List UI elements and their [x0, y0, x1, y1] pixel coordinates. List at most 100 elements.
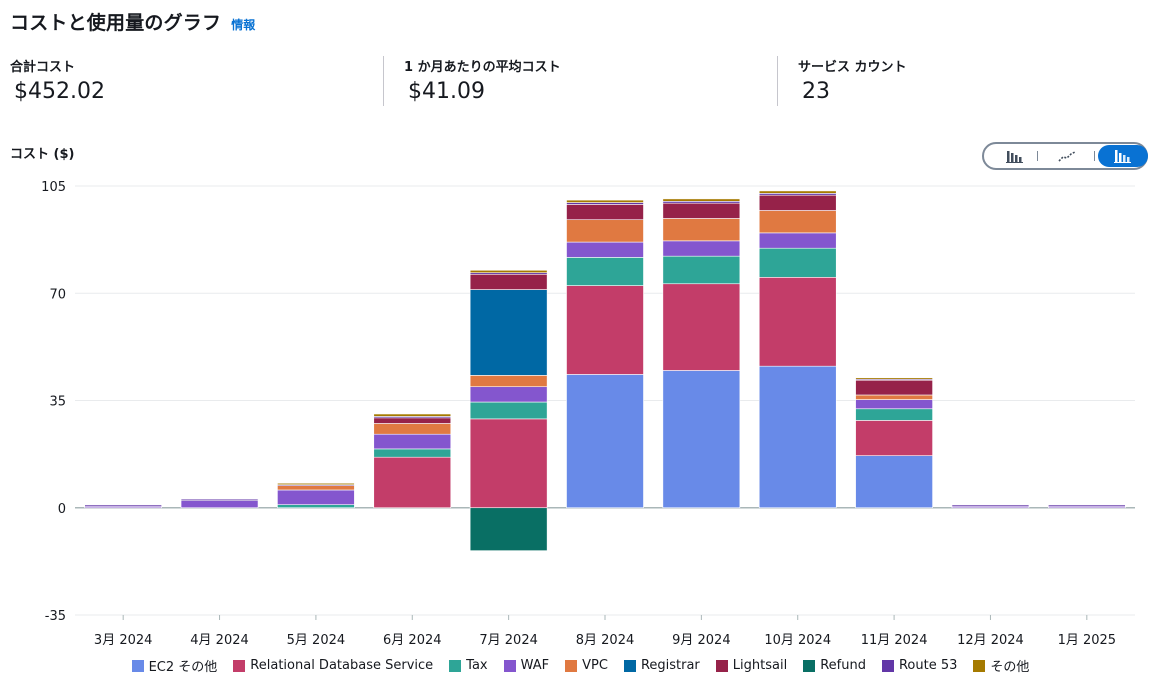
bar-segment — [855, 394, 933, 400]
legend-item[interactable]: Lightsail — [715, 656, 787, 675]
bar-segment — [855, 377, 933, 380]
bar-segment — [373, 413, 452, 417]
metric-total-cost: 合計コスト $452.02 — [10, 56, 105, 106]
metric-label: 合計コスト — [10, 60, 76, 75]
metric-divider — [383, 56, 384, 106]
bar-segment — [84, 504, 162, 507]
bar-segment — [469, 507, 548, 551]
bar-segment — [469, 273, 548, 290]
legend-item[interactable]: Route 53 — [881, 656, 958, 675]
stacked-cost-chart: -35 0 35 70 105 3月 2024 4月 2024 5月 2024 6月 2024 7… — [41, 180, 1135, 648]
legend-label: Refund — [820, 658, 866, 673]
bar-segment — [180, 498, 259, 501]
bar-segment — [373, 417, 452, 424]
y-tick-label: 35 — [49, 395, 66, 410]
bar-segment — [566, 257, 644, 286]
toggle-separator — [1037, 151, 1038, 161]
y-tick-label: -35 — [45, 609, 66, 624]
bar-chart-icon — [1006, 151, 1023, 163]
legend-swatch — [973, 659, 986, 672]
line-chart-button[interactable] — [1042, 145, 1092, 167]
legend-item[interactable]: Tax — [449, 656, 488, 675]
legend-swatch — [715, 659, 728, 672]
bar-segment — [469, 418, 548, 509]
y-tick-label: 105 — [41, 180, 66, 195]
metric-service-count: サービス カウント 23 — [798, 56, 907, 106]
legend-item[interactable]: Relational Database Service — [233, 656, 433, 675]
legend-label: WAF — [520, 658, 550, 673]
legend-label: その他 — [990, 660, 1030, 675]
bar-segment — [758, 247, 837, 278]
bar-segment — [277, 489, 355, 505]
x-tick-label: 9月 2024 — [672, 633, 731, 648]
x-tick-label: 8月 2024 — [576, 633, 635, 648]
legend-label: VPC — [582, 658, 608, 673]
legend-item[interactable]: その他 — [973, 656, 1029, 675]
bar-segment — [662, 370, 741, 509]
legend-item[interactable]: WAF — [503, 656, 550, 675]
bar-segment — [758, 210, 837, 234]
bar-segment — [469, 289, 548, 376]
legend-item[interactable]: Refund — [803, 656, 866, 675]
bar-segment — [469, 269, 548, 274]
info-link[interactable]: 情報 — [231, 18, 256, 32]
bar-segment — [855, 399, 933, 410]
legend-swatch — [881, 659, 894, 672]
metric-average-monthly-cost: 1 か月あたりの平均コスト $41.09 — [404, 56, 561, 106]
bar-segment — [662, 202, 741, 219]
y-tick-label: 0 — [58, 502, 66, 517]
bar-segment — [180, 499, 259, 509]
toggle-separator — [1094, 151, 1095, 161]
bar-segment — [566, 219, 644, 243]
bar-segment — [373, 423, 452, 435]
legend-label: EC2 その他 — [148, 660, 218, 675]
bar-segment — [373, 456, 452, 509]
bar-segment — [566, 374, 644, 509]
legend-item[interactable]: Registrar — [623, 656, 700, 675]
stacked-bar-chart-button[interactable] — [1098, 145, 1148, 167]
x-tick-label: 10月 2024 — [764, 633, 831, 648]
bar-segment — [566, 199, 644, 203]
x-tick-label: 4月 2024 — [190, 633, 249, 648]
legend-swatch — [449, 659, 462, 672]
bar-segment — [566, 285, 644, 375]
stacked-bar-chart-icon — [1114, 150, 1131, 163]
bar-segment — [758, 277, 837, 367]
chart-header: コストと使用量のグラフ 情報 — [10, 8, 255, 35]
metric-label: 1 か月あたりの平均コスト — [404, 60, 561, 75]
bar-segment — [662, 255, 741, 285]
legend-swatch — [131, 659, 144, 672]
legend-label: Registrar — [640, 658, 700, 673]
metric-label: サービス カウント — [798, 60, 907, 75]
legend-item[interactable]: EC2 その他 — [131, 656, 218, 675]
metric-value: $452.02 — [14, 79, 105, 104]
legend-swatch — [503, 659, 516, 672]
metric-value: 23 — [802, 79, 830, 104]
bar-segment — [662, 218, 741, 242]
y-tick-label: 70 — [49, 287, 66, 302]
page-title: コストと使用量のグラフ — [10, 12, 222, 34]
chart-type-toggle — [982, 142, 1148, 170]
y-axis-title: コスト ($) — [10, 147, 75, 162]
legend-label: Tax — [466, 658, 488, 673]
bar-segment — [855, 455, 933, 509]
x-tick-label: 6月 2024 — [383, 633, 442, 648]
bar-segment — [855, 408, 933, 421]
bar-segment — [855, 379, 933, 396]
bar-segment — [277, 482, 355, 486]
metric-value: $41.09 — [408, 79, 485, 104]
legend-swatch — [233, 659, 246, 672]
bar-chart-button[interactable] — [990, 145, 1040, 167]
bar-segment — [951, 504, 1030, 507]
legend-label: Route 53 — [898, 658, 958, 673]
bar-segment — [758, 232, 837, 249]
bar-segment — [373, 448, 452, 458]
legend-item[interactable]: VPC — [565, 656, 608, 675]
x-tick-label: 3月 2024 — [94, 633, 153, 648]
bar-segment — [1048, 504, 1126, 507]
x-tick-label: 1月 2025 — [1058, 633, 1117, 648]
legend-swatch — [565, 659, 578, 672]
x-tick-label: 11月 2024 — [861, 633, 928, 648]
legend-label: Relational Database Service — [250, 658, 434, 673]
bar-segment — [469, 386, 548, 403]
